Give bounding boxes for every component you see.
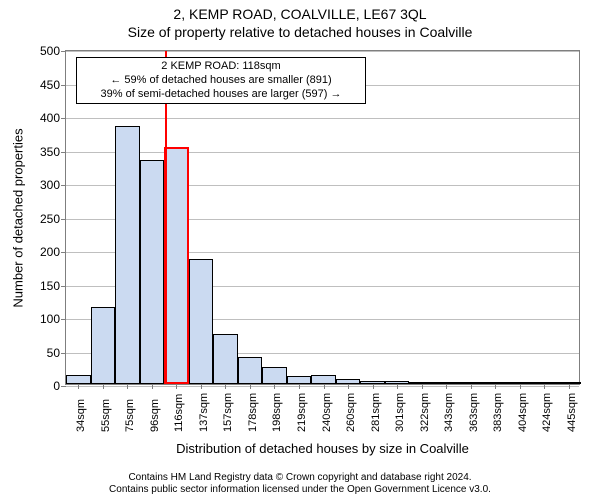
annotation-line-3: 39% of semi-detached houses are larger (… <box>83 88 359 102</box>
xtick-label: 55sqm <box>100 399 112 432</box>
ytick-mark <box>61 252 66 253</box>
xtick-mark <box>544 384 545 389</box>
xtick-mark <box>397 384 398 389</box>
grid-line <box>66 152 579 153</box>
xtick-mark <box>471 384 472 389</box>
xtick-label: 96sqm <box>149 399 161 432</box>
x-axis-label: Distribution of detached houses by size … <box>65 441 580 456</box>
xtick-label: 178sqm <box>247 393 259 432</box>
xtick-mark <box>152 384 153 389</box>
ytick-label: 350 <box>40 145 60 159</box>
plot-area: 05010015020025030035040045050034sqm55sqm… <box>65 50 580 385</box>
xtick-label: 363sqm <box>468 393 480 432</box>
subtitle-line: Size of property relative to detached ho… <box>0 24 600 42</box>
histogram-bar <box>189 259 214 384</box>
ytick-label: 50 <box>47 346 60 360</box>
ytick-mark <box>61 219 66 220</box>
chart-container: 2, KEMP ROAD, COALVILLE, LE67 3QL Size o… <box>0 0 600 500</box>
xtick-label: 137sqm <box>198 393 210 432</box>
grid-line <box>66 386 579 387</box>
histogram-bar <box>287 376 312 384</box>
xtick-mark <box>373 384 374 389</box>
ytick-label: 100 <box>40 312 60 326</box>
histogram-bar <box>238 357 263 384</box>
histogram-bar <box>140 160 165 384</box>
xtick-mark <box>250 384 251 389</box>
ytick-mark <box>61 85 66 86</box>
histogram-bar <box>91 307 116 384</box>
grid-line <box>66 51 579 52</box>
xtick-label: 445sqm <box>566 393 578 432</box>
xtick-label: 343sqm <box>443 393 455 432</box>
ytick-mark <box>61 185 66 186</box>
ytick-label: 400 <box>40 111 60 125</box>
xtick-label: 404sqm <box>517 393 529 432</box>
xtick-mark <box>176 384 177 389</box>
xtick-mark <box>422 384 423 389</box>
footer-line-1: Contains HM Land Registry data © Crown c… <box>0 472 600 484</box>
ytick-label: 150 <box>40 279 60 293</box>
histogram-bar <box>262 367 287 384</box>
xtick-label: 301sqm <box>394 393 406 432</box>
grid-line <box>66 118 579 119</box>
address-line: 2, KEMP ROAD, COALVILLE, LE67 3QL <box>0 6 600 24</box>
footer-line-2: Contains public sector information licen… <box>0 484 600 496</box>
xtick-label: 75sqm <box>124 399 136 432</box>
xtick-label: 219sqm <box>296 393 308 432</box>
histogram-bar <box>66 375 91 384</box>
xtick-label: 281sqm <box>370 393 382 432</box>
xtick-mark <box>103 384 104 389</box>
xtick-mark <box>520 384 521 389</box>
xtick-mark <box>299 384 300 389</box>
ytick-mark <box>61 353 66 354</box>
xtick-label: 34sqm <box>75 399 87 432</box>
ytick-mark <box>61 386 66 387</box>
histogram-bar <box>213 334 238 384</box>
xtick-mark <box>348 384 349 389</box>
xtick-mark <box>324 384 325 389</box>
ytick-mark <box>61 118 66 119</box>
xtick-label: 240sqm <box>321 393 333 432</box>
ytick-mark <box>61 51 66 52</box>
xtick-label: 198sqm <box>271 393 283 432</box>
annotation-box: 2 KEMP ROAD: 118sqm← 59% of detached hou… <box>76 57 366 104</box>
xtick-mark <box>78 384 79 389</box>
histogram-bar <box>311 375 336 384</box>
histogram-bar <box>164 147 189 384</box>
xtick-mark <box>225 384 226 389</box>
xtick-mark <box>569 384 570 389</box>
ytick-label: 450 <box>40 78 60 92</box>
ytick-label: 300 <box>40 178 60 192</box>
ytick-label: 200 <box>40 245 60 259</box>
xtick-label: 424sqm <box>541 393 553 432</box>
xtick-label: 157sqm <box>222 393 234 432</box>
ytick-label: 500 <box>40 44 60 58</box>
xtick-label: 383sqm <box>492 393 504 432</box>
annotation-line-1: 2 KEMP ROAD: 118sqm <box>83 60 359 74</box>
ytick-mark <box>61 152 66 153</box>
ytick-mark <box>61 319 66 320</box>
xtick-label: 260sqm <box>345 393 357 432</box>
annotation-line-2: ← 59% of detached houses are smaller (89… <box>83 74 359 88</box>
xtick-mark <box>274 384 275 389</box>
ytick-mark <box>61 286 66 287</box>
xtick-mark <box>446 384 447 389</box>
xtick-label: 322sqm <box>419 393 431 432</box>
histogram-bar <box>115 126 140 384</box>
ytick-label: 250 <box>40 212 60 226</box>
y-axis-label: Number of detached properties <box>11 128 26 307</box>
xtick-mark <box>127 384 128 389</box>
xtick-label: 116sqm <box>173 394 185 432</box>
xtick-mark <box>201 384 202 389</box>
xtick-mark <box>495 384 496 389</box>
title-block: 2, KEMP ROAD, COALVILLE, LE67 3QL Size o… <box>0 0 600 41</box>
ytick-label: 0 <box>53 379 60 393</box>
footer-attribution: Contains HM Land Registry data © Crown c… <box>0 472 600 496</box>
